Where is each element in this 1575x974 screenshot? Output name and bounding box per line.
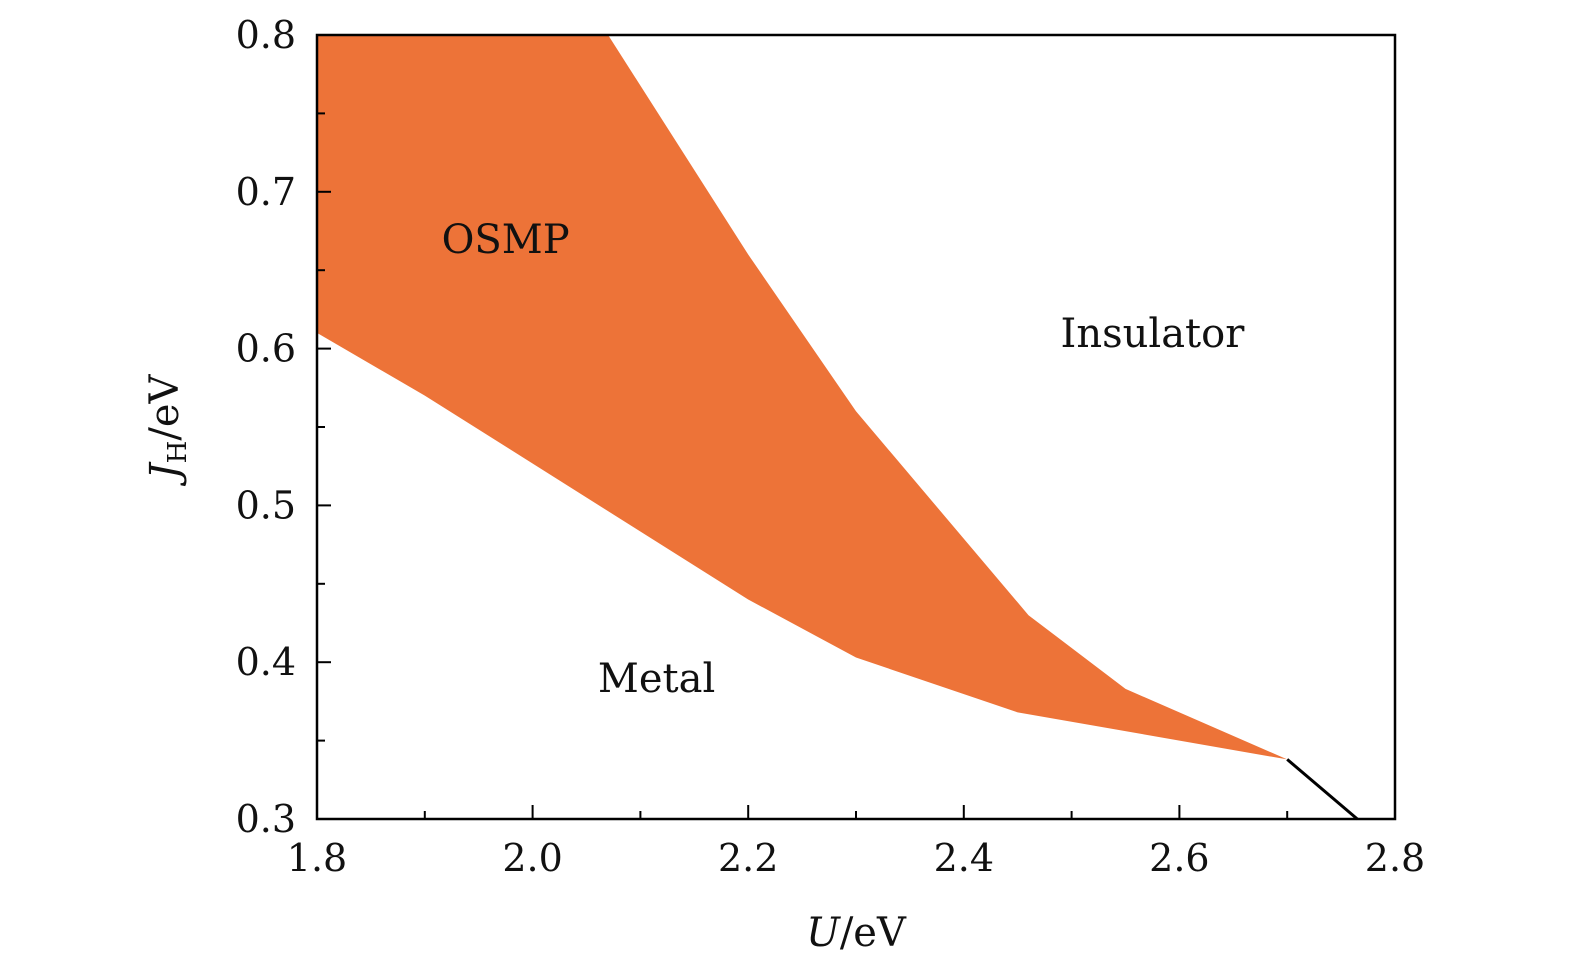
y-axis-label-unit: /eV (142, 374, 188, 441)
region-label-osmp: OSMP (442, 217, 570, 263)
x-tick-label: 2.0 (502, 836, 562, 880)
x-tick-label: 2.4 (934, 836, 994, 880)
x-tick-label: 2.6 (1149, 836, 1209, 880)
x-axis-label: U/eV (806, 910, 907, 956)
y-tick-label: 0.3 (236, 797, 296, 841)
y-axis-label: JH/eV (142, 374, 193, 487)
data-layer (317, 35, 1359, 821)
x-tick-label: 2.8 (1365, 836, 1425, 880)
metal-insulator-boundary-line (1286, 758, 1359, 821)
region-label-insulator: Insulator (1061, 311, 1246, 357)
osmp-region (317, 35, 1288, 760)
y-tick-label: 0.7 (236, 170, 296, 214)
x-axis-label-var: U (806, 910, 841, 956)
labels-layer: 1.8 2.0 2.2 2.4 2.6 2.8 0.3 0.4 0.5 0.6 0.7 0.8 OSMP… (236, 13, 1426, 880)
y-tick-label: 0.8 (236, 13, 296, 57)
y-tick-label: 0.4 (236, 640, 296, 684)
region-label-metal: Metal (598, 656, 715, 702)
y-axis-label-sub: H (163, 441, 193, 464)
y-tick-label: 0.6 (236, 327, 296, 371)
ticks-layer (316, 34, 1396, 820)
x-tick-label: 1.8 (287, 836, 347, 880)
x-tick-label: 2.2 (718, 836, 778, 880)
y-tick-label: 0.5 (236, 483, 296, 527)
y-axis-label-var: J (142, 461, 188, 486)
x-axis-label-unit: /eV (840, 910, 907, 956)
